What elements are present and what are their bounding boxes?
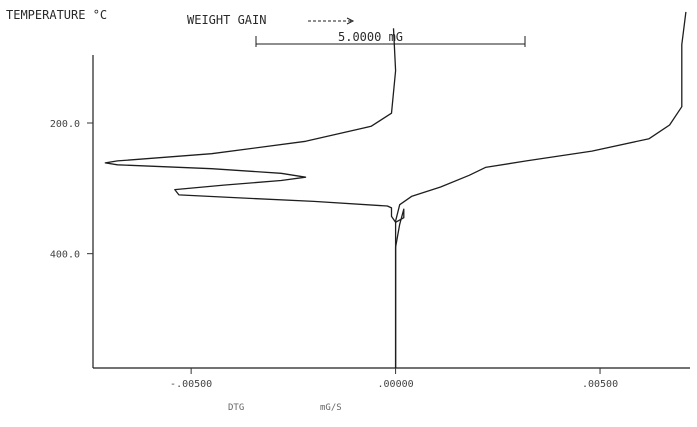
chart-title-weight-gain: WEIGHT GAIN (187, 13, 266, 27)
series-line-tg (394, 11, 687, 368)
y-tick-label: 200.0 (50, 119, 80, 130)
scale-bar-label: 5.0000 mG (338, 30, 403, 44)
scale-bar: 5.0000 mG (255, 30, 526, 47)
chart-title-temperature: TEMPERATURE °C (6, 8, 107, 22)
series-layer (104, 11, 687, 368)
tick-layer: -.00500 .00000 .00500 200.0 400.0 (50, 119, 618, 390)
x-axis-label: DTG (228, 403, 244, 413)
y-tick-label: 400.0 (50, 250, 80, 261)
x-tick-label: -.00500 (170, 379, 212, 390)
x-axis-unit: mG/S (320, 403, 342, 413)
series-line-dtg (104, 28, 405, 368)
gain-arrow-icon (308, 17, 355, 25)
x-tick-label: .00000 (378, 379, 414, 390)
x-tick-label: .00500 (582, 379, 618, 390)
